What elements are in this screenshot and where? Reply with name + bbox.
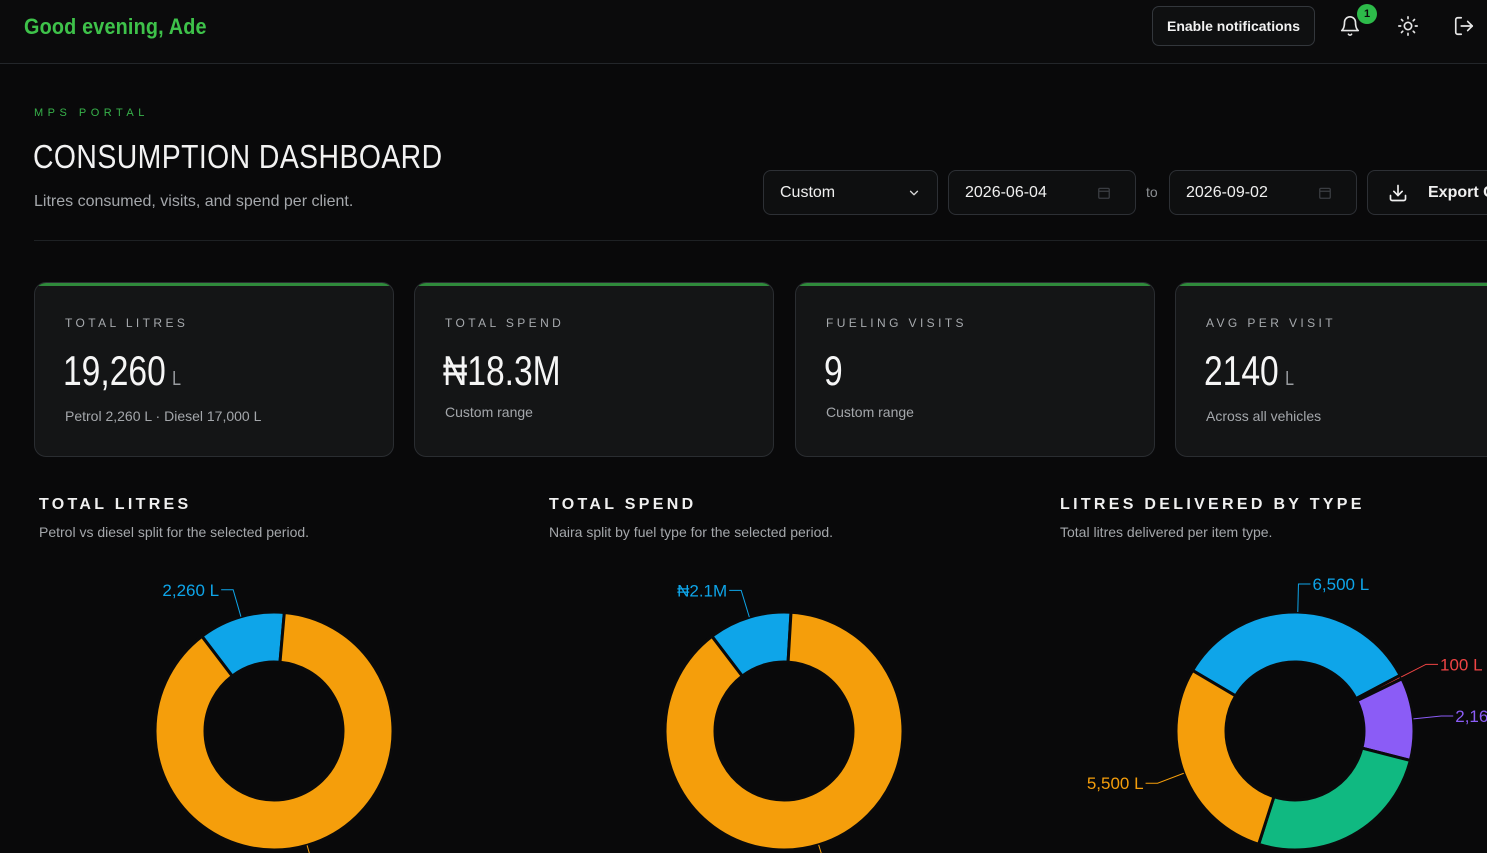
- chevron-down-icon: [909, 190, 919, 196]
- slice-label: 5,500 L: [1087, 774, 1144, 793]
- donut-slice[interactable]: [199, 610, 286, 679]
- stat-value-number: 19,260: [63, 347, 166, 394]
- stat-unit: L: [1285, 368, 1295, 390]
- stat-value: ₦18.3M: [443, 347, 561, 395]
- stat-value-number: 2140: [1204, 347, 1279, 394]
- notification-count-badge: 1: [1357, 4, 1377, 24]
- slice-leader-line: [306, 845, 310, 853]
- calendar-icon[interactable]: [1318, 186, 1332, 200]
- stat-note: Custom range: [826, 404, 914, 420]
- slice-leader-line: [221, 589, 242, 617]
- stat-label: FUELING VISITS: [826, 316, 967, 330]
- date-from-value: 2026-06-04: [965, 184, 1047, 201]
- donut-slice[interactable]: [1256, 746, 1413, 852]
- export-csv-label: Export CSV: [1428, 184, 1487, 201]
- stat-label: AVG PER VISIT: [1206, 316, 1336, 330]
- donut-slice[interactable]: [153, 610, 395, 852]
- calendar-icon[interactable]: [1097, 186, 1111, 200]
- slice-label: 6,500 L: [1312, 575, 1369, 594]
- slice-label: 2,260 L: [162, 581, 219, 600]
- date-from-input[interactable]: 2026-06-04: [948, 170, 1136, 215]
- slice-leader-line: [1145, 772, 1184, 784]
- range-select[interactable]: Custom: [763, 170, 938, 215]
- range-select-value: Custom: [780, 184, 836, 201]
- stat-label: TOTAL LITRES: [65, 316, 189, 330]
- chart-title-litres-by-type: LITRES DELIVERED BY TYPE: [1060, 496, 1365, 513]
- stat-value: 9: [824, 347, 843, 395]
- slice-leader-line: [818, 844, 822, 853]
- page-title: CONSUMPTION DASHBOARD: [33, 138, 443, 175]
- to-label: to: [1146, 184, 1158, 200]
- donut-slice[interactable]: [1353, 673, 1404, 703]
- donut-slice[interactable]: [663, 610, 905, 852]
- slice-leader-line: [1297, 583, 1311, 613]
- download-icon: [1389, 184, 1407, 202]
- section-divider: [34, 240, 1487, 241]
- logout-icon[interactable]: [1450, 12, 1478, 40]
- slice-leader-line: [1400, 663, 1439, 678]
- chart-subtitle-total-litres: Petrol vs diesel split for the selected …: [39, 524, 310, 540]
- stat-label: TOTAL SPEND: [445, 316, 565, 330]
- stat-note: Custom range: [445, 404, 533, 420]
- stat-card-total-spend: TOTAL SPEND ₦18.3M Custom range: [414, 282, 774, 457]
- eyebrow-label: MPS PORTAL: [34, 107, 149, 119]
- stat-note: Across all vehicles: [1206, 408, 1322, 424]
- export-csv-button[interactable]: Export CSV: [1367, 170, 1487, 215]
- stat-value: 2140 L: [1204, 347, 1294, 395]
- bell-icon[interactable]: [1336, 12, 1364, 40]
- date-to-value: 2026-09-02: [1186, 184, 1268, 201]
- stat-value-number: ₦18.3M: [443, 347, 561, 394]
- chart-subtitle-total-spend: Naira split by fuel type for the selecte…: [549, 524, 834, 540]
- slice-leader-line: [1413, 715, 1454, 720]
- stat-value: 19,260 L: [63, 347, 181, 395]
- donut-slice[interactable]: [1354, 676, 1416, 763]
- stat-card-fueling-visits: FUELING VISITS 9 Custom range: [795, 282, 1155, 457]
- slice-leader-line: [729, 589, 750, 618]
- sun-icon[interactable]: [1394, 12, 1422, 40]
- stat-note: Petrol 2,260 L · Diesel 17,000 L: [65, 408, 262, 424]
- slice-label: 2,160 L: [1455, 707, 1487, 726]
- donut-slice[interactable]: [1174, 668, 1276, 847]
- stat-card-avg-per-visit: AVG PER VISIT 2140 L Across all vehicles: [1175, 282, 1487, 457]
- date-to-input[interactable]: 2026-09-02: [1169, 170, 1357, 215]
- chart-subtitle-litres-by-type: Total litres delivered per item type.: [1060, 524, 1273, 540]
- top-bar: Good evening, Ade Enable notifications 1: [0, 0, 1487, 64]
- stat-value-number: 9: [824, 347, 843, 394]
- stat-unit: L: [172, 368, 182, 390]
- chart-title-total-litres: TOTAL LITRES: [39, 496, 192, 513]
- donut-slice[interactable]: [709, 610, 793, 679]
- slice-label: 100 L: [1440, 655, 1483, 674]
- page-subtitle: Litres consumed, visits, and spend per c…: [34, 193, 354, 210]
- enable-notifications-button[interactable]: Enable notifications: [1152, 6, 1315, 46]
- greeting: Good evening, Ade: [24, 14, 207, 39]
- chart-title-total-spend: TOTAL SPEND: [549, 496, 697, 513]
- stat-card-total-litres: TOTAL LITRES 19,260 L Petrol 2,260 L · Di…: [34, 282, 394, 457]
- donut-slice[interactable]: [1190, 610, 1403, 701]
- slice-label: ₦2.1M: [677, 581, 727, 600]
